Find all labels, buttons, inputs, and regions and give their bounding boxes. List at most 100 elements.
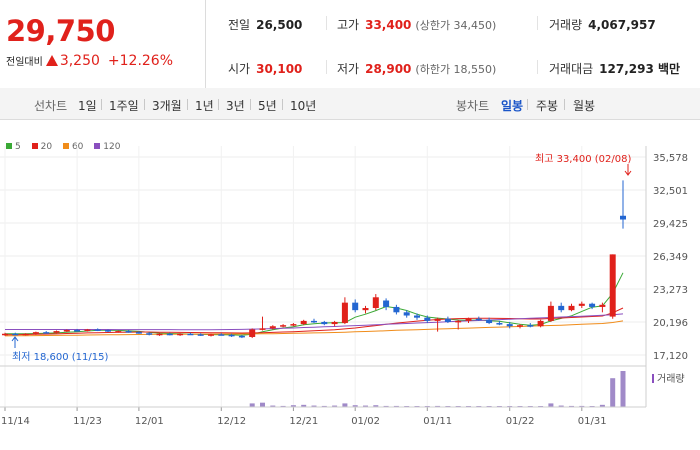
candle-body bbox=[218, 334, 225, 336]
legend-swatch bbox=[6, 143, 12, 149]
candle-body bbox=[166, 333, 173, 336]
range-3y-button[interactable]: 3년 bbox=[226, 99, 245, 113]
candle-body bbox=[372, 297, 379, 309]
y-tick-label: 20,196 bbox=[653, 318, 688, 329]
candle-body bbox=[496, 323, 503, 325]
stat-value: 127,293 백만 bbox=[599, 62, 681, 76]
candlesticks bbox=[2, 180, 626, 339]
divider bbox=[250, 99, 251, 110]
candle-body bbox=[238, 335, 245, 338]
stat-high: 고가 33,400 (상한가 34,450) bbox=[337, 16, 496, 33]
candle-body bbox=[32, 332, 39, 334]
price-change: 전일대비 3,250 +12.26% bbox=[6, 53, 173, 69]
candle-body bbox=[321, 321, 328, 325]
volume-bar bbox=[249, 403, 255, 407]
candle-body bbox=[187, 333, 194, 336]
stat-value: 4,067,957 bbox=[588, 18, 656, 32]
legend-label: 5 bbox=[15, 142, 21, 152]
candle-body bbox=[599, 304, 606, 307]
range-10y-button[interactable]: 10년 bbox=[290, 99, 317, 113]
candle-weekly-button[interactable]: 주봉 bbox=[536, 99, 559, 113]
x-tick-label: 11/14 bbox=[1, 416, 30, 427]
y-tick-label: 17,120 bbox=[653, 351, 688, 362]
volume-legend-swatch bbox=[652, 374, 654, 383]
divider bbox=[326, 60, 327, 74]
volume-bar bbox=[579, 405, 585, 407]
candle-body bbox=[568, 305, 575, 311]
candle-body bbox=[228, 334, 235, 337]
candle-body bbox=[558, 305, 565, 311]
candle-daily-button[interactable]: 일봉 bbox=[501, 99, 524, 113]
stat-low: 저가 28,900 (하한가 18,550) bbox=[337, 60, 496, 77]
volume-bar bbox=[342, 403, 348, 407]
stat-volume: 거래량 4,067,957 bbox=[549, 16, 656, 33]
candle-body bbox=[383, 300, 390, 307]
candle-body bbox=[414, 315, 420, 318]
candle-body bbox=[609, 254, 616, 317]
x-tick-label: 01/22 bbox=[506, 416, 535, 427]
stat-label: 저가 bbox=[337, 62, 360, 76]
y-tick-label: 23,273 bbox=[653, 285, 688, 296]
candle-body bbox=[249, 329, 256, 337]
low-arrow-icon bbox=[11, 336, 19, 348]
volume-bar bbox=[321, 405, 327, 407]
volume-bar bbox=[435, 405, 441, 407]
candle-body bbox=[300, 320, 307, 325]
divider bbox=[537, 16, 538, 30]
legend-swatch bbox=[31, 143, 38, 149]
candle-body bbox=[74, 330, 81, 332]
legend-label: 20 bbox=[40, 142, 53, 152]
legend-item-ma120: 120 bbox=[94, 142, 120, 152]
candle-body bbox=[547, 305, 554, 321]
candle-body bbox=[362, 308, 369, 311]
candle-body bbox=[444, 318, 451, 322]
candle-body bbox=[434, 318, 441, 321]
candle-body bbox=[105, 330, 111, 332]
candle-body bbox=[197, 334, 204, 336]
divider bbox=[326, 16, 327, 30]
volume-bar bbox=[373, 405, 379, 407]
x-tick-label: 11/23 bbox=[73, 416, 102, 427]
high-annotation: 최고 33,400 (02/08) bbox=[535, 153, 631, 165]
volume-bar bbox=[558, 405, 564, 407]
price-box: 29,750 전일대비 3,250 +12.26% bbox=[0, 0, 206, 88]
candle-body bbox=[331, 321, 338, 325]
volume-bar bbox=[569, 405, 574, 407]
line-chart-label: 선차트 bbox=[34, 99, 68, 113]
candle-body bbox=[135, 332, 142, 334]
volume-bar bbox=[311, 405, 317, 407]
volume-bar bbox=[548, 403, 554, 407]
y-tick-label: 32,501 bbox=[653, 186, 688, 197]
candle-body bbox=[465, 318, 472, 321]
x-tick-label: 12/01 bbox=[135, 416, 164, 427]
up-triangle-icon bbox=[45, 55, 58, 66]
candle-body bbox=[125, 331, 132, 333]
candle-body bbox=[208, 334, 214, 336]
divider bbox=[144, 99, 145, 110]
low-annotation: 최저 18,600 (11/15) bbox=[12, 351, 108, 363]
stat-label: 전일 bbox=[228, 18, 251, 32]
x-tick-label: 01/02 bbox=[351, 416, 380, 427]
range-5y-button[interactable]: 5년 bbox=[258, 99, 277, 113]
x-tick-label: 12/21 bbox=[289, 416, 318, 427]
candle-body bbox=[12, 333, 19, 336]
candle-body bbox=[403, 312, 410, 316]
candle-monthly-button[interactable]: 월봉 bbox=[573, 99, 596, 113]
volume-bar bbox=[599, 404, 605, 407]
x-tick-label: 12/12 bbox=[217, 416, 246, 427]
range-1y-button[interactable]: 1년 bbox=[195, 99, 214, 113]
range-3m-button[interactable]: 3개월 bbox=[152, 99, 182, 113]
current-price: 29,750 bbox=[6, 14, 115, 48]
y-tick-label: 29,425 bbox=[653, 219, 688, 230]
candle-body bbox=[146, 333, 153, 335]
stat-value: 26,500 bbox=[256, 18, 303, 32]
lower-limit: (하한가 18,550) bbox=[415, 63, 497, 76]
candle-body bbox=[517, 325, 523, 327]
range-1d-button[interactable]: 1일 bbox=[78, 99, 97, 113]
candle-body bbox=[620, 215, 626, 220]
change-value: 3,250 bbox=[59, 53, 100, 69]
divider bbox=[101, 99, 102, 110]
range-1w-button[interactable]: 1주일 bbox=[109, 99, 139, 113]
legend-item-ma5: 5 bbox=[6, 142, 21, 152]
